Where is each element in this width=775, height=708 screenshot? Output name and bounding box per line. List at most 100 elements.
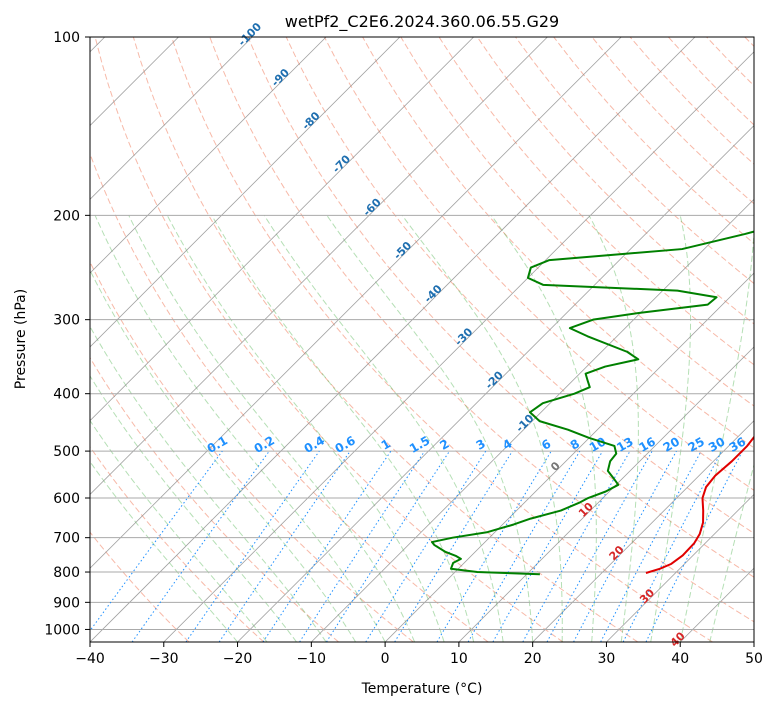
isotherm-label: -80 (299, 109, 322, 132)
mixing-ratio-label: 4 (500, 436, 514, 452)
y-axis-label: Pressure (hPa) (13, 289, 29, 389)
dry-adiabat (94, 37, 564, 642)
isotherm-label: 30 (637, 586, 657, 606)
mixing-ratio-line (299, 450, 426, 642)
x-tick-label: −10 (297, 651, 327, 667)
x-tick-label: −30 (149, 651, 179, 667)
mixing-ratio-line (90, 450, 223, 632)
moist-adiabat (490, 215, 597, 642)
mixing-ratio-line (185, 450, 320, 642)
x-tick-label: 20 (524, 651, 542, 667)
dry-adiabat (247, 37, 754, 578)
mixing-ratio-label: 0.1 (205, 433, 230, 456)
y-tick-label: 1000 (44, 622, 80, 638)
mixing-ratio-label: 8 (568, 436, 582, 452)
dry-adiabat (744, 37, 754, 48)
isotherm-line (532, 420, 754, 642)
isotherm-line (90, 37, 474, 422)
mixing-ratio-labels: 0.1 0.2 0.4 0.6 1 1.5 2 3 4 6 8 10 13 16 20 25 30 36 (205, 433, 749, 456)
isotherm-line (90, 37, 622, 569)
dry-adiabat (629, 37, 754, 165)
mixing-ratio-label: 1 (379, 436, 393, 452)
dry-adiabat (90, 356, 339, 642)
isotherm-label: -30 (452, 325, 475, 348)
x-tick-label: 50 (745, 651, 763, 667)
x-tick-label: 30 (598, 651, 616, 667)
dry-adiabat (515, 37, 754, 285)
dry-adiabat (553, 37, 754, 245)
dry-adiabat (90, 152, 489, 642)
moist-adiabat (263, 215, 504, 642)
isotherm-label: -50 (391, 239, 414, 262)
y-tick-label: 700 (53, 531, 80, 547)
mixing-ratio-label: 13 (614, 434, 635, 454)
mixing-ratio-label: 6 (539, 436, 553, 452)
x-tick-label: 10 (450, 651, 468, 667)
x-axis-label: Temperature (°C) (361, 681, 483, 697)
mixing-ratio-line (573, 450, 677, 642)
mixing-ratio-line (262, 450, 392, 642)
mixing-ratio-label: 0.6 (332, 433, 357, 456)
moist-adiabat (90, 419, 268, 642)
dewpoint-trace (430, 230, 754, 576)
mixing-ratio-label: 0.4 (302, 433, 327, 456)
isotherm-line (163, 51, 754, 642)
moist-adiabat (90, 325, 327, 642)
dry-adiabat (171, 37, 713, 642)
mixing-ratio-label: 3 (474, 436, 488, 452)
dry-adiabat (132, 37, 639, 642)
moist-adiabat (90, 375, 297, 642)
mixing-ratio-line (436, 450, 552, 642)
moist-adiabat (166, 215, 445, 642)
isotherm-line (90, 37, 696, 642)
isotherm-line (311, 198, 754, 642)
y-tick-label: 300 (53, 313, 80, 329)
dry-adiabat (90, 531, 190, 642)
isotherm-line (90, 37, 548, 496)
dry-adiabat (90, 446, 265, 642)
y-tick-label: 900 (53, 595, 80, 611)
mixing-ratio-label: 1.5 (407, 433, 432, 456)
moist-adiabat (709, 462, 754, 642)
chart-title: wetPf2_C2E6.2024.360.06.55.G29 (285, 12, 559, 32)
isotherm-line (90, 37, 253, 200)
moist-adiabat (679, 225, 754, 642)
mixing-ratio-line (218, 450, 351, 642)
y-tick-label: 100 (53, 30, 80, 46)
y-tick-label: 200 (53, 208, 80, 224)
mixing-ratio-line (326, 450, 450, 642)
x-tick-label: 40 (671, 651, 689, 667)
isotherm-label: 40 (668, 629, 688, 649)
background-lines (90, 37, 754, 642)
mixing-ratio-line (131, 450, 270, 642)
isotherm-line (237, 124, 754, 642)
temperature-trace (645, 435, 754, 574)
isotherm-line (90, 37, 401, 348)
isotherm-label: -100 (235, 20, 264, 49)
y-tick-label: 600 (53, 491, 80, 507)
moist-adiabat (90, 460, 238, 642)
mixing-ratio-line (522, 450, 631, 642)
mixing-ratio-label: 25 (685, 434, 706, 454)
isotherm-line (679, 567, 754, 642)
plot-frame (89, 36, 755, 643)
x-tick-label: 0 (381, 651, 390, 667)
sounding-traces (430, 230, 754, 576)
isotherm-label: -90 (269, 66, 292, 89)
x-tick-label: −20 (223, 651, 253, 667)
dry-adiabat (476, 37, 754, 325)
mixing-ratio-label: 30 (706, 434, 727, 454)
moist-adiabat (94, 215, 386, 642)
isotherm-line (458, 346, 754, 642)
mixing-ratio-label: 16 (636, 434, 657, 454)
moist-adiabat (326, 215, 534, 642)
dry-adiabat (400, 37, 754, 407)
mixing-ratio-label: 0.2 (252, 433, 277, 456)
moist-adiabat (211, 215, 475, 642)
isotherm-line (753, 641, 754, 642)
moist-adiabat (128, 215, 416, 642)
y-tick-label: 400 (53, 387, 80, 403)
moist-adiabat (650, 215, 692, 642)
mixing-ratio-line (645, 450, 743, 642)
